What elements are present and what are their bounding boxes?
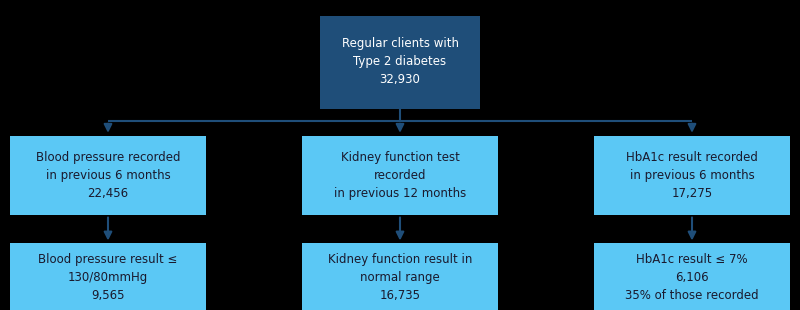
- Text: Blood pressure result ≤
130/80mmHg
9,565: Blood pressure result ≤ 130/80mmHg 9,565: [38, 253, 178, 302]
- FancyBboxPatch shape: [302, 243, 498, 310]
- Text: HbA1c result recorded
in previous 6 months
17,275: HbA1c result recorded in previous 6 mont…: [626, 151, 758, 200]
- FancyBboxPatch shape: [10, 136, 206, 215]
- FancyBboxPatch shape: [302, 136, 498, 215]
- Text: Kidney function test
recorded
in previous 12 months: Kidney function test recorded in previou…: [334, 151, 466, 200]
- FancyBboxPatch shape: [594, 243, 790, 310]
- FancyBboxPatch shape: [320, 16, 480, 108]
- FancyBboxPatch shape: [10, 243, 206, 310]
- Text: Kidney function result in
normal range
16,735: Kidney function result in normal range 1…: [328, 253, 472, 302]
- Text: HbA1c result ≤ 7%
6,106
35% of those recorded: HbA1c result ≤ 7% 6,106 35% of those rec…: [625, 253, 759, 302]
- Text: Regular clients with
Type 2 diabetes
32,930: Regular clients with Type 2 diabetes 32,…: [342, 38, 458, 86]
- Text: Blood pressure recorded
in previous 6 months
22,456: Blood pressure recorded in previous 6 mo…: [36, 151, 180, 200]
- FancyBboxPatch shape: [594, 136, 790, 215]
